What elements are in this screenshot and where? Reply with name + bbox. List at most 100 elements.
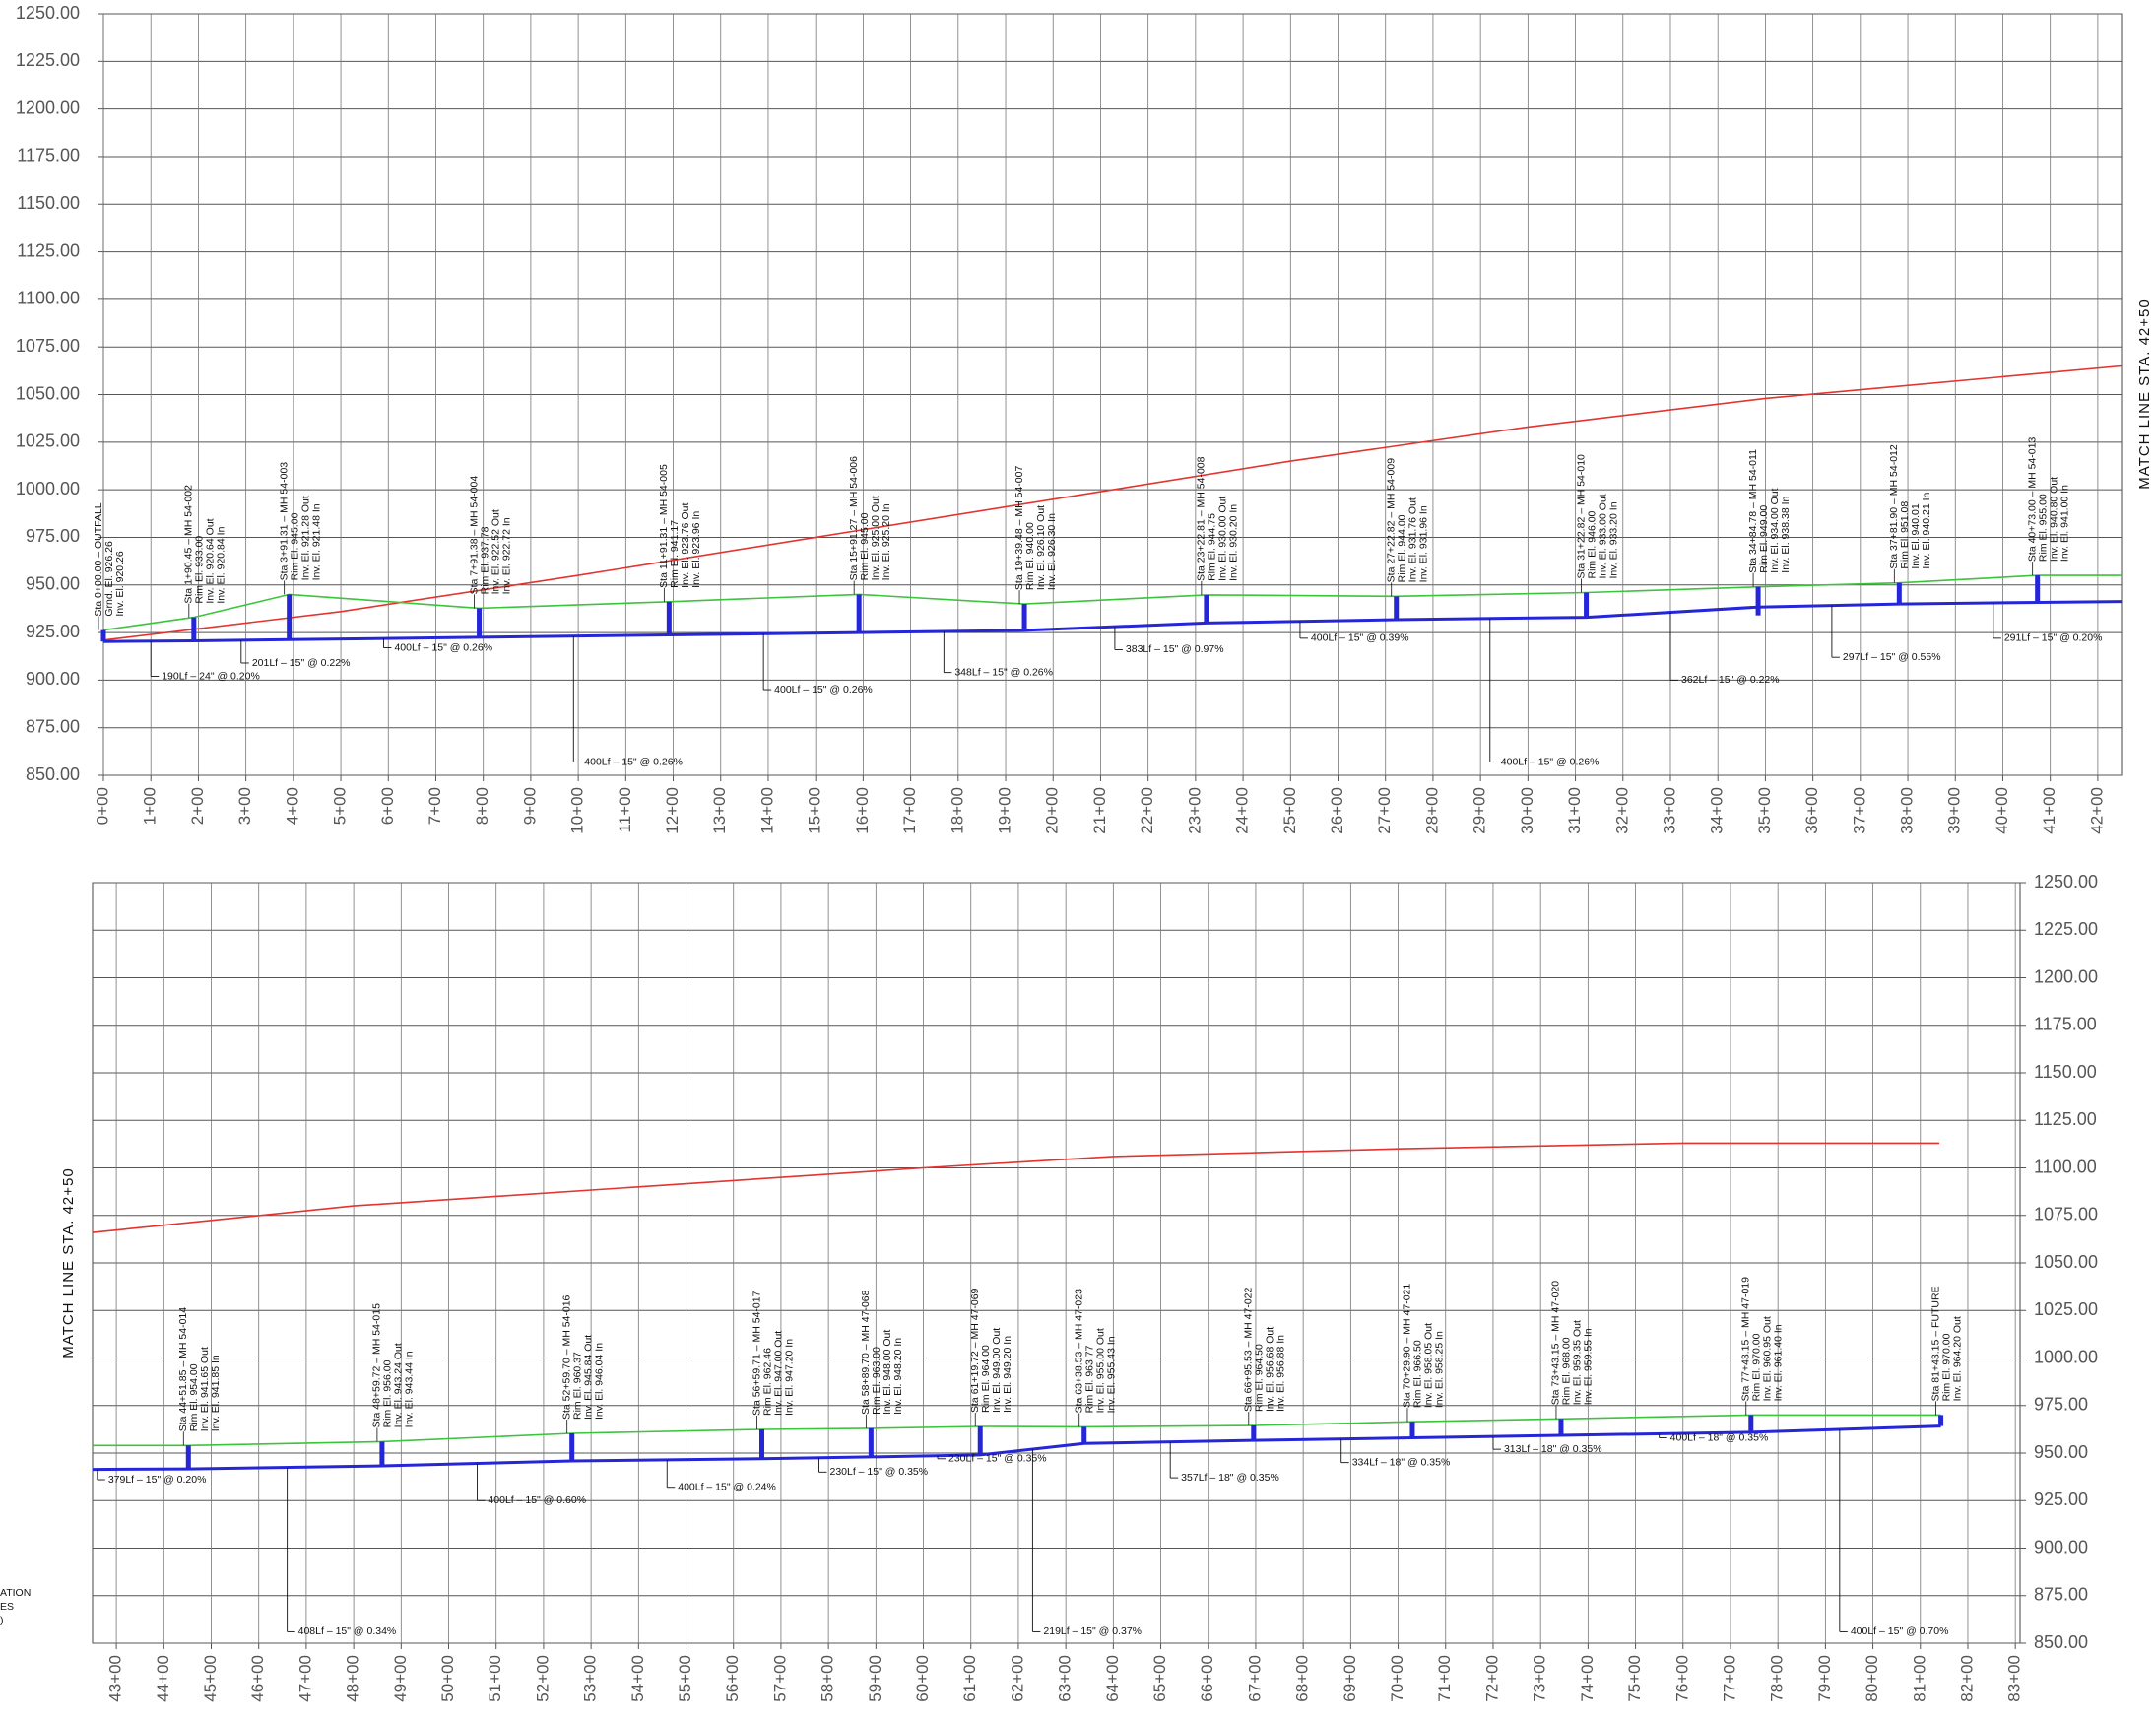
structure-label: Inv. El. 940.01 <box>1910 503 1922 569</box>
structure-label: Inv. El. 931.76 Out <box>1407 497 1419 582</box>
x-tick-label: 41+00 <box>2040 787 2058 834</box>
structure-label: Inv. El. 955.00 Out <box>1094 1328 1106 1413</box>
y-tick-label: 900.00 <box>26 669 80 689</box>
x-tick-label: 9+00 <box>520 787 539 825</box>
structure-label: Inv. El. 961.40 In <box>1773 1324 1785 1401</box>
structure-label: Sta 1+90.45 – MH 54-002 <box>183 485 195 604</box>
structure-label: Rim El. 954.00 <box>188 1363 200 1431</box>
x-tick-label: 38+00 <box>1898 787 1917 834</box>
x-tick-label: 23+00 <box>1185 787 1204 834</box>
structure-label: Inv. El. 947.20 In <box>783 1339 795 1416</box>
structure-label: Inv. El. 923.96 In <box>690 511 702 588</box>
structure-label: Inv. El. 934.00 Out <box>1769 488 1781 572</box>
structure-label: Inv. El. 920.64 Out <box>205 518 217 603</box>
structure-label: Rim El. 951.08 <box>1899 501 1911 569</box>
y-tick-label: 1200.00 <box>16 98 80 117</box>
y-tick-label: 900.00 <box>2034 1537 2088 1556</box>
manhole <box>1081 1426 1087 1444</box>
structure-label: Inv. El. 959.55 In <box>1583 1328 1595 1405</box>
x-tick-label: 67+00 <box>1245 1655 1264 1702</box>
structure-label: Inv. El. 945.84 Out <box>582 1335 594 1420</box>
structure-label: Rim El. 970.00 <box>1940 1333 1952 1401</box>
x-tick-label: 2+00 <box>188 787 207 825</box>
structure-label: Sta 52+59.70 – MH 54-016 <box>560 1294 572 1420</box>
x-tick-label: 35+00 <box>1755 787 1774 834</box>
structure-label: Rim El. 963.00 <box>871 1347 882 1415</box>
structure-label: Sta 7+91.38 – MH 54-004 <box>468 476 480 595</box>
x-tick-label: 10+00 <box>568 787 587 834</box>
x-tick-label: 8+00 <box>473 787 491 825</box>
x-tick-label: 18+00 <box>947 787 966 834</box>
y-tick-label: 1150.00 <box>2034 1062 2097 1082</box>
x-tick-label: 45+00 <box>201 1655 220 1702</box>
y-tick-label: 925.00 <box>26 622 80 641</box>
profile-line <box>102 364 2123 641</box>
pipe-label: 190Lf – 24" @ 0.20% <box>162 670 260 682</box>
structure-label: Inv. El. 948.00 Out <box>882 1330 893 1415</box>
pipe-label: 297Lf – 15" @ 0.55% <box>1843 651 1941 663</box>
structure-label: Sta 15+91.27 – MH 54-006 <box>848 456 860 581</box>
y-tick-label: 1175.00 <box>17 146 80 166</box>
pipe-label: 357Lf – 18" @ 0.35% <box>1181 1472 1279 1484</box>
x-tick-label: 80+00 <box>1862 1655 1881 1702</box>
profile-line <box>92 1142 1940 1233</box>
manhole <box>1394 596 1400 620</box>
structure-label: Sta 70+29.90 – MH 47-021 <box>1402 1284 1413 1409</box>
structure-label: Sta 44+51.85 – MH 54-014 <box>177 1307 189 1432</box>
manhole <box>1755 586 1761 616</box>
structure-label: Inv. El. 925.00 Out <box>870 496 882 580</box>
x-tick-label: 58+00 <box>818 1655 837 1702</box>
structure-label: Inv. El. 940.21 In <box>1921 492 1932 568</box>
pipe-label: 400Lf – 15" @ 0.26% <box>584 756 683 767</box>
structure-label: Sta 61+19.72 – MH 47-069 <box>969 1288 981 1413</box>
pipe-label: 400Lf – 15" @ 0.26% <box>774 684 873 695</box>
y-tick-label: 875.00 <box>26 716 80 736</box>
profile-line <box>102 574 2122 631</box>
structure-label: Sta 66+95.53 – MH 47-022 <box>1243 1287 1255 1412</box>
pipe-label: 201Lf – 15" @ 0.22% <box>252 657 351 669</box>
x-tick-label: 26+00 <box>1328 787 1346 834</box>
structure-label: Inv. El. 922.72 In <box>500 517 512 594</box>
structure-label: Sta 11+91.31 – MH 54-005 <box>658 464 670 588</box>
structure-label: Sta 37+81.90 – MH 54-012 <box>1888 444 1900 569</box>
edge-note: ES <box>0 1601 14 1613</box>
structure-label: Inv. El. 930.20 In <box>1228 504 1240 581</box>
y-tick-label: 1225.00 <box>2034 919 2098 939</box>
pipe-label: 291Lf – 15" @ 0.20% <box>2004 632 2103 644</box>
x-tick-label: 79+00 <box>1815 1655 1834 1702</box>
structure-label: Inv. El. 921.48 In <box>310 503 322 580</box>
x-tick-label: 51+00 <box>486 1655 504 1702</box>
structure-label: Inv. El. 938.38 In <box>1780 497 1792 573</box>
pipe-label: 362Lf – 15" @ 0.22% <box>1681 674 1780 686</box>
pipe-label: 334Lf – 18" @ 0.35% <box>1352 1456 1451 1468</box>
x-tick-label: 65+00 <box>1150 1655 1169 1702</box>
structure-label: Rim El. 963.77 <box>1083 1345 1095 1413</box>
pipe-label: 400Lf – 15" @ 0.39% <box>1311 632 1409 644</box>
pipe-label: 230Lf – 15" @ 0.35% <box>829 1466 928 1478</box>
structure-label: Inv. El. 959.35 Out <box>1572 1320 1584 1405</box>
structure-label: Inv. El. 926.30 In <box>1046 513 1058 590</box>
x-tick-label: 72+00 <box>1482 1655 1501 1702</box>
structure-label: Rim El. 966.50 <box>1412 1340 1424 1408</box>
y-tick-label: 1000.00 <box>16 479 80 498</box>
structure-label: Sta 48+59.72 – MH 54-015 <box>371 1303 383 1428</box>
pipe-label: 219Lf – 15" @ 0.37% <box>1043 1625 1142 1637</box>
y-tick-label: 975.00 <box>2034 1395 2088 1415</box>
structure-label: Inv. El. 925.20 In <box>881 503 892 580</box>
structure-label: Inv. El. 948.20 In <box>892 1338 904 1415</box>
x-tick-label: 44+00 <box>154 1655 172 1702</box>
x-tick-label: 37+00 <box>1850 787 1868 834</box>
x-tick-label: 27+00 <box>1375 787 1394 834</box>
x-tick-label: 31+00 <box>1565 787 1584 834</box>
y-tick-label: 1025.00 <box>16 431 80 451</box>
manhole <box>1021 604 1027 630</box>
x-tick-label: 19+00 <box>996 787 1014 834</box>
structure-label: Inv. El. 920.84 In <box>216 526 228 603</box>
x-tick-label: 40+00 <box>1993 787 2011 834</box>
structure-label: Rim El. 970.00 <box>1751 1333 1763 1401</box>
x-tick-label: 12+00 <box>663 787 682 834</box>
manhole <box>569 1432 575 1462</box>
manhole <box>977 1425 983 1455</box>
structure-label: Sta 63+38.53 – MH 47-023 <box>1073 1289 1084 1414</box>
